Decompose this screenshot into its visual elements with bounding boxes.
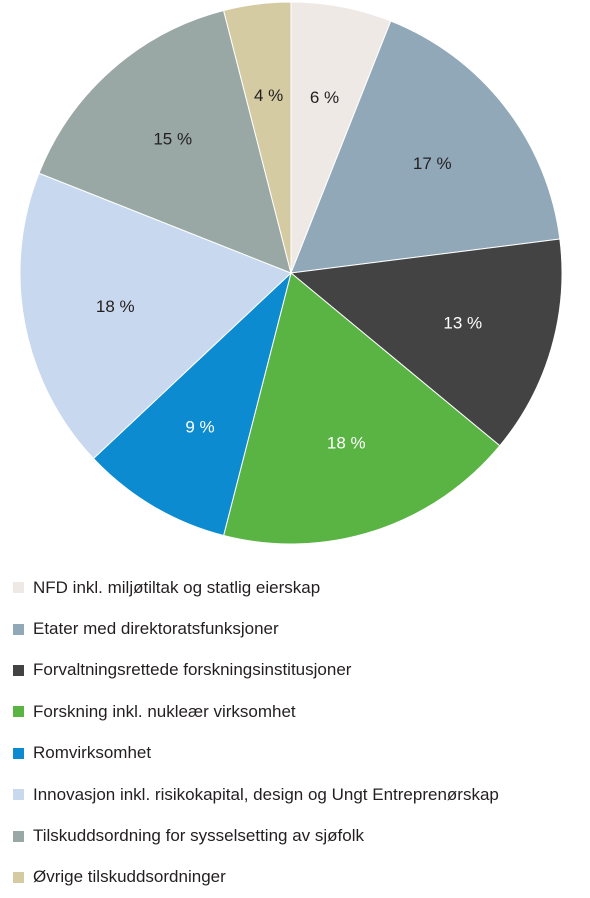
legend-label: Forskning inkl. nukleær virksomhet bbox=[33, 701, 296, 721]
legend-item: Forskning inkl. nukleær virksomhet bbox=[13, 691, 499, 732]
pie-slice bbox=[223, 1, 292, 274]
legend-item: Tilskuddsordning for sysselsetting av sj… bbox=[13, 815, 499, 856]
pie-slice bbox=[38, 9, 292, 274]
legend-item: Forvaltningsrettede forskningsinstitusjo… bbox=[13, 650, 499, 691]
slice-value-label: 13 % bbox=[443, 313, 482, 332]
legend-label: Etater med direktoratsfunksjoner bbox=[33, 619, 279, 639]
legend-swatch bbox=[13, 871, 24, 883]
legend-item: Etater med direktoratsfunksjoner bbox=[13, 608, 499, 649]
legend-label: Tilskuddsordning for sysselsetting av sj… bbox=[33, 826, 365, 846]
legend-swatch bbox=[13, 664, 24, 676]
pie-slices bbox=[19, 1, 563, 545]
legend-swatch bbox=[13, 623, 24, 635]
pie-slice bbox=[92, 271, 292, 537]
pie-slice bbox=[19, 172, 292, 460]
legend-label: Innovasjon inkl. risikokapital, design o… bbox=[33, 784, 499, 804]
legend-item: NFD inkl. miljøtiltak og statlig eierska… bbox=[13, 567, 499, 608]
slice-value-label: 18 % bbox=[327, 434, 366, 453]
slice-value-label: 18 % bbox=[96, 297, 135, 316]
slice-value-label: 9 % bbox=[185, 418, 214, 437]
legend-item: Romvirksomhet bbox=[13, 733, 499, 774]
legend-item: Øvrige tilskuddsordninger bbox=[13, 857, 499, 898]
legend-swatch bbox=[13, 789, 24, 801]
legend-label: Forvaltningsrettede forskningsinstitusjo… bbox=[33, 660, 352, 680]
slice-value-label: 6 % bbox=[310, 88, 339, 107]
legend-swatch bbox=[13, 582, 24, 594]
legend: NFD inkl. miljøtiltak og statlig eierska… bbox=[13, 567, 499, 898]
pie-slice bbox=[289, 238, 563, 447]
legend-swatch bbox=[13, 830, 24, 842]
slice-value-label: 4 % bbox=[254, 86, 283, 105]
pie-slice bbox=[290, 20, 561, 274]
legend-item: Innovasjon inkl. risikokapital, design o… bbox=[13, 774, 499, 815]
pie-slice bbox=[223, 272, 501, 545]
pie-value-labels: 6 % 17 % 13 % 18 % 9 % 18 % 15 % 4 % bbox=[96, 86, 482, 453]
legend-label: Romvirksomhet bbox=[33, 743, 152, 763]
slice-value-label: 17 % bbox=[413, 154, 452, 173]
pie-chart: 6 % 17 % 13 % 18 % 9 % 18 % 15 % 4 % bbox=[19, 1, 563, 545]
legend-label: Øvrige tilskuddsordninger bbox=[33, 867, 226, 887]
legend-swatch bbox=[13, 706, 24, 718]
legend-swatch bbox=[13, 747, 24, 759]
legend-label: NFD inkl. miljøtiltak og statlig eierska… bbox=[33, 577, 321, 597]
slice-value-label: 15 % bbox=[153, 129, 192, 148]
